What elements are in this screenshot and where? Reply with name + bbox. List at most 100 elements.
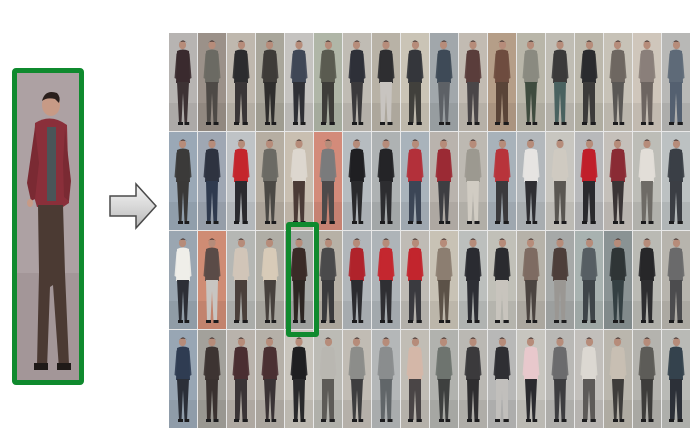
gallery-image[interactable] [604,33,632,131]
gallery-image[interactable] [604,330,632,428]
gallery-image[interactable] [546,132,574,230]
gallery-image[interactable] [401,132,429,230]
pedestrian-figure [662,330,690,428]
gallery-image[interactable] [401,33,429,131]
gallery-image[interactable] [227,132,255,230]
pedestrian-figure [517,132,545,230]
pedestrian-figure [488,132,516,230]
gallery-image[interactable] [343,132,371,230]
pedestrian-figure [256,33,284,131]
gallery-image[interactable] [256,231,284,329]
gallery-image[interactable] [372,330,400,428]
gallery-image[interactable] [604,231,632,329]
gallery-image[interactable] [662,33,690,131]
pedestrian-figure [604,330,632,428]
gallery-image[interactable] [285,330,313,428]
pedestrian-figure [343,330,371,428]
gallery-image[interactable] [198,33,226,131]
gallery-image[interactable] [459,132,487,230]
pedestrian-figure [314,330,342,428]
pedestrian-figure [633,33,661,131]
gallery-image[interactable] [517,330,545,428]
gallery-image[interactable] [256,33,284,131]
pedestrian-figure [401,330,429,428]
gallery-image[interactable] [401,330,429,428]
gallery-image[interactable] [169,132,197,230]
gallery-image[interactable] [662,231,690,329]
pedestrian-figure [198,33,226,131]
pedestrian-figure [662,33,690,131]
pedestrian-figure [633,231,661,329]
gallery-image[interactable] [662,330,690,428]
gallery-image[interactable] [488,132,516,230]
right-arrow-icon [108,180,158,232]
pedestrian-figure [285,33,313,131]
gallery-image[interactable] [517,231,545,329]
gallery-image[interactable] [372,132,400,230]
gallery-image-matched[interactable] [285,231,313,329]
pedestrian-figure [517,33,545,131]
gallery-image[interactable] [633,330,661,428]
gallery-image[interactable] [372,231,400,329]
gallery-image[interactable] [198,231,226,329]
gallery-image[interactable] [256,132,284,230]
gallery-image[interactable] [343,231,371,329]
gallery-image[interactable] [459,231,487,329]
gallery-image[interactable] [314,33,342,131]
gallery-image[interactable] [256,330,284,428]
gallery-image[interactable] [604,132,632,230]
pedestrian-figure [430,231,458,329]
pedestrian-figure [488,33,516,131]
gallery-image[interactable] [314,132,342,230]
pedestrian-figure [372,231,400,329]
gallery-image[interactable] [459,330,487,428]
gallery-image[interactable] [517,33,545,131]
gallery-image[interactable] [285,132,313,230]
gallery-image[interactable] [430,330,458,428]
gallery-image[interactable] [227,330,255,428]
pedestrian-figure [198,231,226,329]
pedestrian-figure [546,132,574,230]
gallery-image[interactable] [633,231,661,329]
gallery-image[interactable] [169,231,197,329]
gallery-image[interactable] [372,33,400,131]
gallery-image[interactable] [633,132,661,230]
gallery-image[interactable] [546,33,574,131]
pedestrian-figure [198,132,226,230]
gallery-image[interactable] [575,33,603,131]
gallery-image[interactable] [314,330,342,428]
gallery-image[interactable] [227,231,255,329]
gallery-image[interactable] [488,330,516,428]
gallery-image[interactable] [430,231,458,329]
pedestrian-figure [256,330,284,428]
gallery-image[interactable] [459,33,487,131]
gallery-image[interactable] [575,231,603,329]
query-person-figure [17,73,79,380]
gallery-image[interactable] [343,33,371,131]
gallery-image[interactable] [546,231,574,329]
pedestrian-figure [285,330,313,428]
gallery-image[interactable] [198,330,226,428]
gallery-image[interactable] [198,132,226,230]
gallery-image[interactable] [430,132,458,230]
pedestrian-figure [372,132,400,230]
gallery-image[interactable] [169,33,197,131]
gallery-image[interactable] [575,330,603,428]
gallery-image[interactable] [227,33,255,131]
gallery-image[interactable] [401,231,429,329]
pedestrian-figure [198,330,226,428]
gallery-image[interactable] [546,330,574,428]
gallery-image[interactable] [517,132,545,230]
pedestrian-figure [604,231,632,329]
gallery-image[interactable] [430,33,458,131]
gallery-image[interactable] [633,33,661,131]
gallery-image[interactable] [314,231,342,329]
gallery-image[interactable] [662,132,690,230]
query-image [12,68,84,385]
gallery-image[interactable] [575,132,603,230]
gallery-image[interactable] [488,33,516,131]
gallery-image[interactable] [343,330,371,428]
gallery-image[interactable] [488,231,516,329]
gallery-image[interactable] [169,330,197,428]
gallery-image[interactable] [285,33,313,131]
